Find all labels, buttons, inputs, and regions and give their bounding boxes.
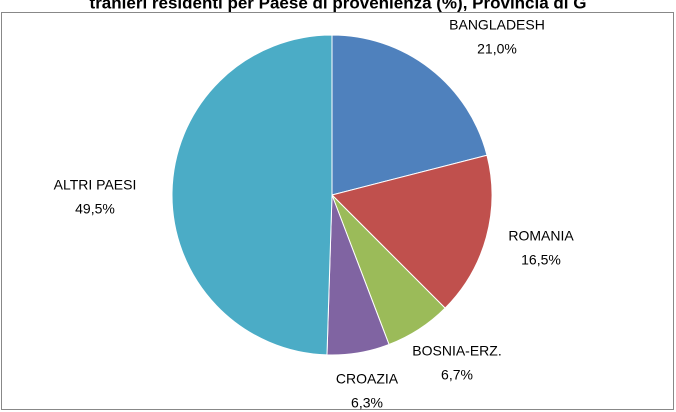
- pie-slice: [171, 34, 333, 356]
- slice-value: 16,5%: [521, 252, 561, 268]
- slice-label: BANGLADESH: [449, 17, 545, 33]
- slice-value: 21,0%: [477, 41, 517, 57]
- slice-value: 49,5%: [75, 201, 115, 217]
- slice-value: 6,3%: [351, 395, 383, 411]
- slice-value: 6,7%: [441, 367, 473, 383]
- slice-label: CROAZIA: [336, 371, 399, 387]
- pie-slice: [331, 34, 488, 196]
- pie-slice: [331, 154, 493, 309]
- slice-label: ROMANIA: [508, 228, 574, 244]
- slice-label: ALTRI PAESI: [54, 177, 137, 193]
- slice-label: BOSNIA-ERZ.: [412, 343, 501, 359]
- chart-title: tranieri residenti per Paese di provenie…: [90, 0, 587, 12]
